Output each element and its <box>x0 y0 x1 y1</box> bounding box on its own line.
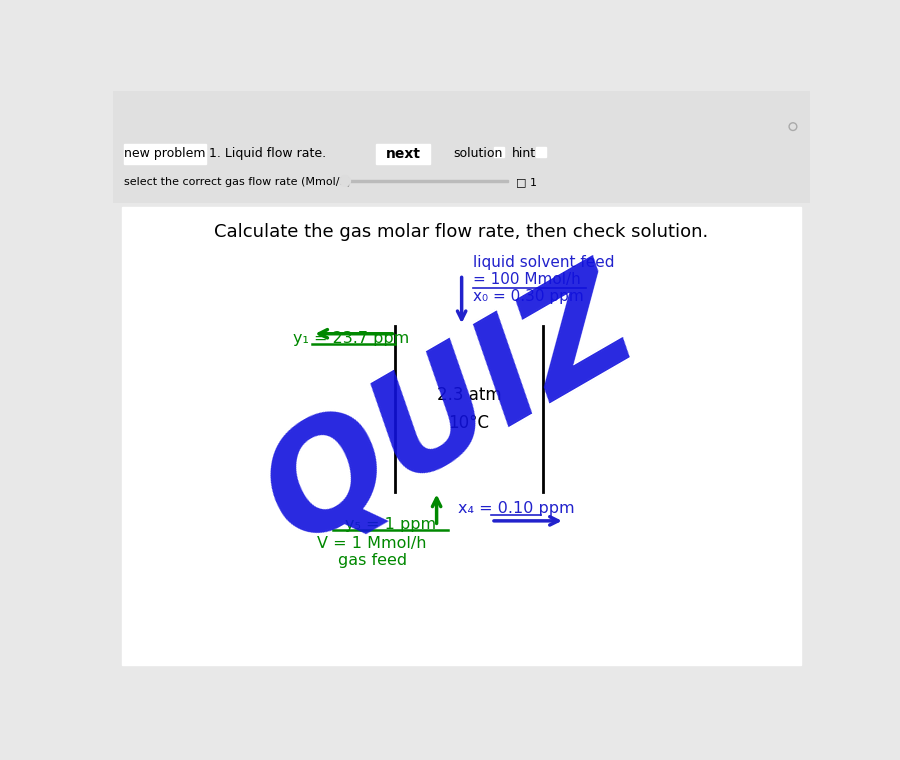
Bar <box>122 207 801 665</box>
Bar <box>112 91 810 203</box>
Text: select the correct gas flow rate (Mmol/h): select the correct gas flow rate (Mmol/h… <box>124 177 351 187</box>
Text: next: next <box>385 147 420 160</box>
Text: 10°C: 10°C <box>448 413 490 432</box>
Text: solution: solution <box>454 147 503 160</box>
Text: gas feed: gas feed <box>338 553 407 568</box>
Text: hint: hint <box>511 147 536 160</box>
Text: 1. Liquid flow rate.: 1. Liquid flow rate. <box>209 147 326 160</box>
Text: y₁ = 23.7 ppm: y₁ = 23.7 ppm <box>293 331 410 346</box>
Circle shape <box>339 176 350 186</box>
Text: V = 1 Mmol/h: V = 1 Mmol/h <box>318 537 427 552</box>
Text: y₅ = 1 ppm: y₅ = 1 ppm <box>346 518 436 532</box>
Text: liquid solvent feed: liquid solvent feed <box>473 255 615 270</box>
Text: new problem: new problem <box>123 147 205 160</box>
Bar <box>124 144 205 163</box>
Text: x₀ = 0.30 ppm: x₀ = 0.30 ppm <box>473 289 584 303</box>
Bar <box>341 180 508 182</box>
Bar <box>536 147 545 157</box>
Ellipse shape <box>395 315 543 337</box>
Bar <box>394 480 544 492</box>
Text: □ 1: □ 1 <box>516 177 536 187</box>
Ellipse shape <box>395 481 543 502</box>
Bar <box>376 144 430 163</box>
Text: x₄ = 0.10 ppm: x₄ = 0.10 ppm <box>458 501 575 516</box>
Text: 2.3 atm: 2.3 atm <box>436 386 501 404</box>
Bar <box>494 147 504 157</box>
Bar <box>395 326 543 492</box>
Text: Calculate the gas molar flow rate, then check solution.: Calculate the gas molar flow rate, then … <box>214 223 708 241</box>
Text: = 100 Mmol/h: = 100 Mmol/h <box>473 272 581 287</box>
Text: QUIZ: QUIZ <box>240 249 659 572</box>
